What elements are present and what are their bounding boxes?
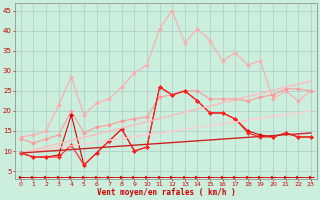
X-axis label: Vent moyen/en rafales ( km/h ): Vent moyen/en rafales ( km/h ) [97,188,235,197]
